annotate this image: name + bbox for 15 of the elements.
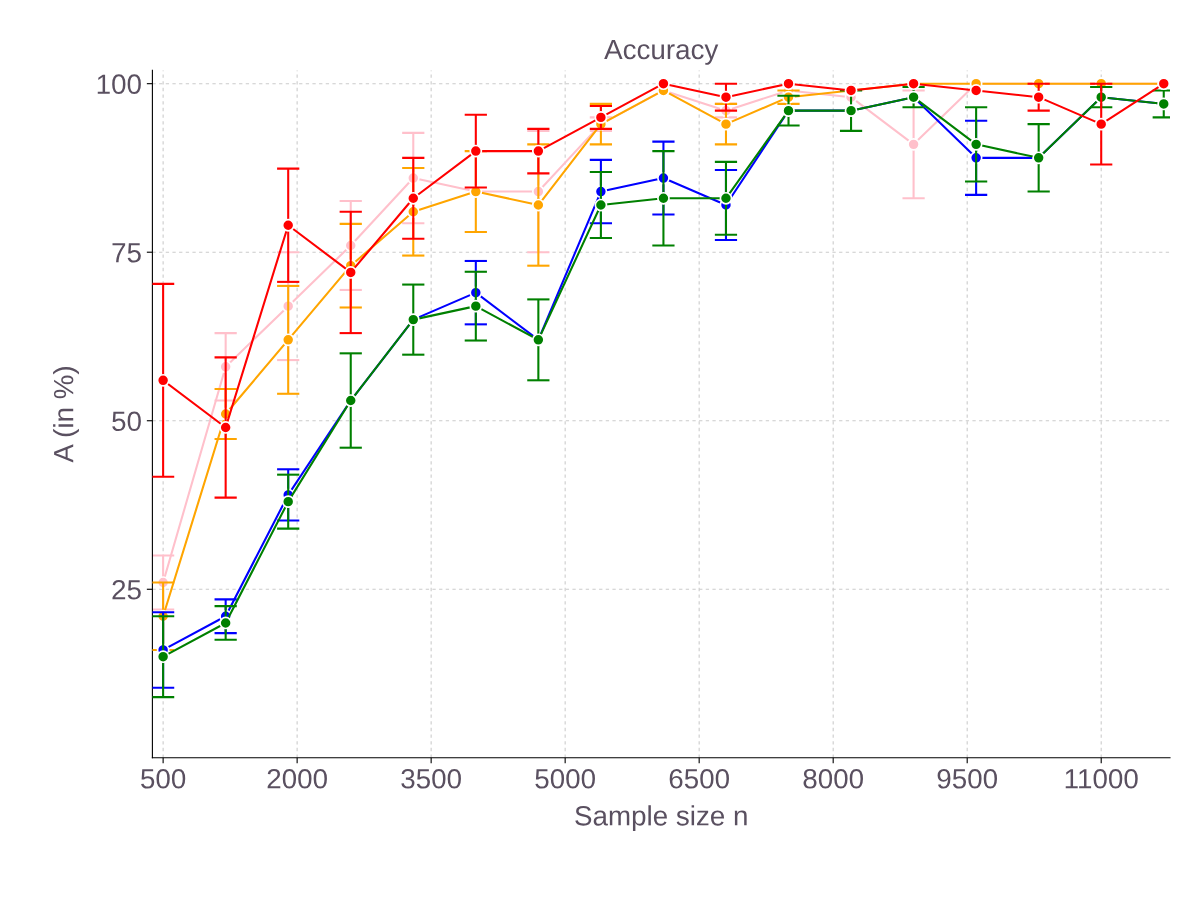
y-axis-title: A (in %) — [53, 367, 79, 463]
x-tick-label: 500 — [141, 768, 186, 789]
y-tick-label: 75 — [112, 243, 141, 263]
x-tick-label: 8000 — [803, 768, 863, 789]
x-axis-title: Sample size n — [575, 805, 747, 832]
y-tick-label: 100 — [97, 74, 141, 95]
y-tick-label: 25 — [112, 579, 141, 600]
x-tick-label: 11000 — [1065, 768, 1138, 789]
x-tick-label: 9500 — [937, 768, 998, 789]
x-tick-label: 2000 — [267, 768, 327, 789]
y-tick-label: 50 — [112, 411, 141, 432]
x-tick-label: 6500 — [669, 768, 729, 789]
chart-title: Accuracy — [604, 39, 719, 65]
x-tick-label: 3500 — [401, 768, 461, 789]
x-tick-label: 5000 — [535, 768, 595, 789]
